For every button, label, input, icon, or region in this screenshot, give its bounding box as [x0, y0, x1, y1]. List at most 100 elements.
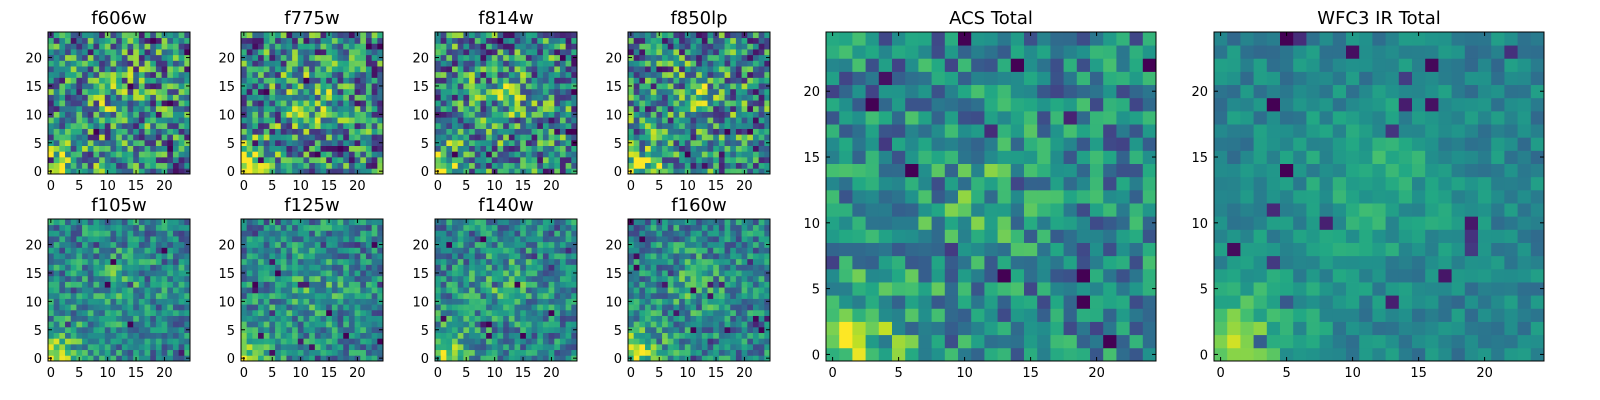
heatmap-cell	[741, 43, 748, 50]
heatmap-cell	[525, 343, 532, 351]
heatmap-cell	[497, 343, 504, 351]
heatmap-cell	[639, 338, 646, 345]
heatmap-cell	[554, 309, 561, 316]
heatmap-cell	[718, 43, 725, 50]
x-tick-label: 15	[708, 179, 725, 194]
heatmap-cell	[673, 37, 680, 44]
heatmap-cell	[633, 315, 640, 322]
heatmap-cell	[514, 162, 521, 169]
heatmap-cell	[133, 338, 140, 345]
heatmap-cell	[747, 94, 754, 101]
heatmap-cell	[110, 270, 117, 277]
heatmap-cell	[724, 343, 731, 351]
heatmap-cell	[252, 355, 259, 362]
heatmap-cell	[446, 298, 453, 305]
heatmap-cell	[548, 162, 555, 169]
heatmap-cell	[263, 343, 270, 351]
heatmap-cell	[537, 151, 544, 158]
heatmap-cell	[172, 122, 180, 129]
heatmap-cell	[93, 60, 100, 67]
heatmap-cell	[252, 236, 259, 243]
heatmap-cell	[497, 224, 504, 231]
heatmap-cell	[59, 332, 66, 339]
heatmap-cell	[764, 105, 771, 112]
heatmap-cell	[116, 117, 123, 124]
heatmap-cell	[93, 94, 100, 101]
heatmap-cell	[269, 326, 276, 333]
x-tick-label: 10	[99, 366, 116, 381]
heatmap-cell	[503, 332, 510, 339]
heatmap-cell	[645, 94, 652, 101]
heatmap-cell	[337, 145, 344, 152]
heatmap-cell	[161, 100, 168, 107]
heatmap-cell	[53, 219, 60, 226]
heatmap-cell	[144, 247, 151, 254]
heatmap-cell	[303, 83, 310, 90]
heatmap-cell	[571, 258, 578, 265]
heatmap-cell	[53, 151, 60, 158]
heatmap-cell	[571, 43, 578, 50]
heatmap-cell	[93, 287, 100, 294]
heatmap-cell	[309, 224, 316, 231]
heatmap-cell	[127, 151, 134, 158]
heatmap-cell	[127, 122, 134, 129]
heatmap-cell	[280, 264, 287, 271]
heatmap-cell	[121, 49, 128, 56]
heatmap-cell	[371, 236, 378, 243]
heatmap-cell	[474, 270, 481, 277]
heatmap-cell	[701, 343, 708, 351]
heatmap-cell	[116, 219, 123, 226]
heatmap-cell	[491, 83, 498, 90]
heatmap-cell	[161, 281, 168, 288]
heatmap-cell	[508, 326, 515, 333]
heatmap-cell	[110, 224, 117, 231]
heatmap-cell	[537, 224, 544, 231]
heatmap-cell	[469, 156, 476, 164]
heatmap-cell	[76, 134, 83, 141]
heatmap-cell	[457, 88, 464, 95]
heatmap-cell	[292, 88, 299, 95]
heatmap-cell	[121, 117, 128, 124]
heatmap-cell	[53, 88, 60, 95]
heatmap-cell	[673, 326, 680, 333]
heatmap-cell	[150, 54, 157, 61]
heatmap-cell	[309, 168, 316, 175]
heatmap-cell	[537, 309, 544, 316]
heatmap-cell	[542, 219, 549, 226]
heatmap-cell	[559, 230, 567, 237]
heatmap-cell	[542, 230, 549, 237]
heatmap-cell	[474, 151, 481, 158]
heatmap-cell	[707, 309, 714, 316]
heatmap-cell	[480, 287, 487, 294]
heatmap-cell	[435, 287, 442, 294]
heatmap-cell	[309, 292, 316, 299]
heatmap-cell	[348, 349, 355, 356]
heatmap-cell	[662, 338, 669, 345]
heatmap-cell	[275, 162, 282, 169]
heatmap-cell	[354, 60, 361, 67]
heatmap-cell	[741, 94, 748, 101]
heatmap-cell	[144, 298, 151, 305]
heatmap-cell	[690, 139, 697, 146]
heatmap-cell	[320, 264, 327, 271]
x-tick-label: 15	[321, 366, 338, 381]
heatmap-cell	[503, 224, 510, 231]
heatmap-cell	[628, 275, 635, 282]
heatmap-cell	[133, 309, 140, 316]
heatmap-cell	[133, 258, 140, 265]
heatmap-cell	[138, 326, 145, 333]
heatmap-cell	[280, 139, 287, 146]
heatmap-cell	[474, 71, 481, 78]
heatmap-cell	[70, 49, 77, 56]
heatmap-cell	[667, 134, 674, 141]
heatmap-cell	[343, 60, 350, 67]
heatmap-cell	[365, 338, 373, 345]
heatmap-cell	[99, 162, 106, 169]
heatmap-cell	[360, 355, 367, 362]
heatmap-cell	[263, 219, 270, 226]
heatmap-cell	[701, 287, 708, 294]
heatmap-cell	[752, 332, 760, 339]
heatmap-cell	[531, 292, 538, 299]
heatmap-cell	[178, 321, 185, 328]
heatmap-cell	[469, 94, 476, 101]
